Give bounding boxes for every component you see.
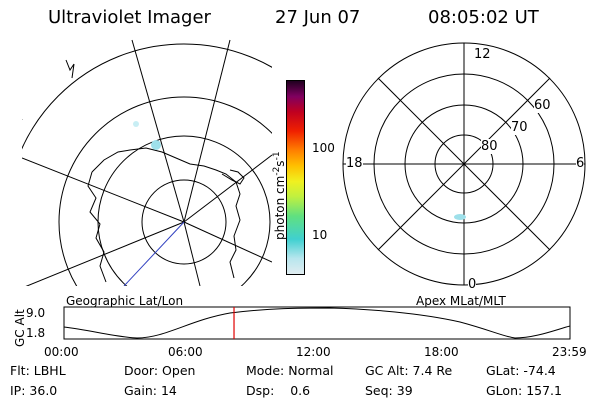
colorbar-tick-10: 10: [312, 228, 328, 242]
lat-circle-mid: [58, 96, 272, 286]
status-ip: IP: 36.0: [10, 383, 58, 398]
aurora-patch-left-2: [133, 121, 139, 127]
right-map-label: Apex MLat/MLT: [416, 294, 506, 308]
altitude-xtick-2359: 23:59: [552, 345, 587, 359]
date-label: 27 Jun 07: [275, 7, 361, 28]
aurora-patch-right: [454, 214, 466, 220]
status-gain: Gain: 14: [124, 383, 177, 398]
aurora-patch-left: [151, 140, 161, 150]
colorbar: [286, 80, 305, 275]
left-map-label: Geographic Lat/Lon: [66, 294, 184, 308]
altitude-ytick-top: 9.0: [26, 306, 46, 320]
altitude-xtick-0000: 00:00: [44, 345, 79, 359]
status-dsp: Dsp: 0.6: [246, 383, 311, 398]
lat-circle-outer: [22, 43, 272, 150]
altitude-curve: [63, 307, 571, 339]
coastline-antarctica: [87, 147, 241, 283]
status-flt: Flt: LBHL: [10, 363, 66, 378]
status-gcalt: GC Alt: 7.4 Re: [365, 363, 453, 378]
mlat-label-70: 70: [511, 120, 528, 135]
mlat-label-60: 60: [534, 98, 551, 113]
altitude-ytick-bottom: 1.8: [26, 326, 46, 340]
status-door: Door: Open: [124, 363, 196, 378]
polar-mlt-map: [342, 42, 586, 286]
instrument-title: Ultraviolet Imager: [48, 7, 211, 28]
mlat-label-80: 80: [481, 139, 498, 154]
altitude-xtick-1800: 18:00: [424, 345, 459, 359]
status-seq: Seq: 39: [365, 383, 413, 398]
mlt-label-18: 18: [346, 156, 363, 171]
altitude-xtick-1200: 12:00: [296, 345, 331, 359]
mlt-label-12: 12: [474, 47, 491, 62]
lat-circle-polar: [141, 179, 227, 265]
mlt-label-0: 0: [468, 277, 477, 292]
time-label: 08:05:02 UT: [428, 7, 539, 28]
colorbar-tick-100: 100: [312, 141, 335, 155]
status-glon: GLon: 157.1: [486, 383, 562, 398]
coastline-islands: [22, 59, 75, 120]
mlt-label-6: 6: [576, 156, 585, 171]
status-glat: GLat: -74.4: [486, 363, 556, 378]
status-mode: Mode: Normal: [246, 363, 334, 378]
altitude-xtick-0600: 06:00: [168, 345, 203, 359]
geographic-map: [22, 39, 272, 286]
